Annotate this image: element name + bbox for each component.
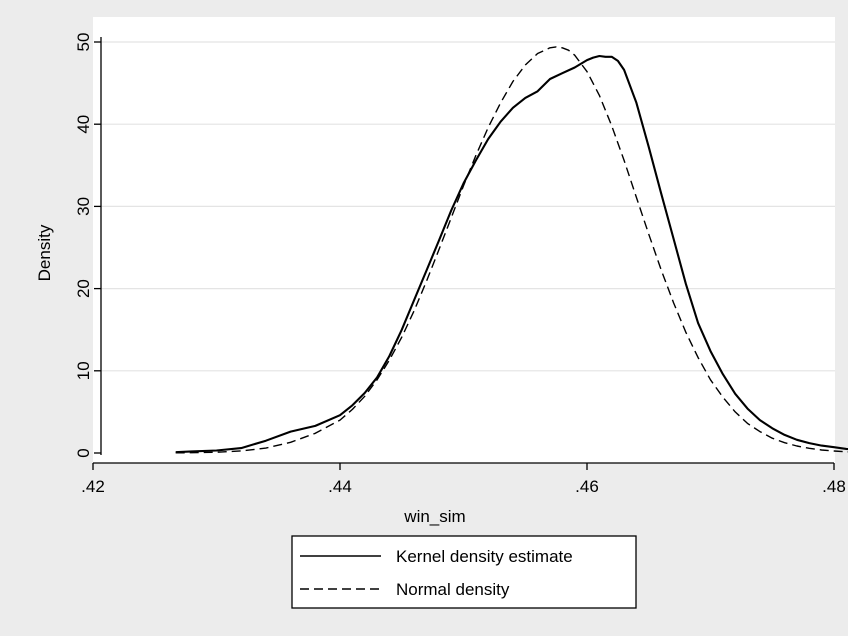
y-tick-label: 30 bbox=[74, 197, 93, 216]
x-tick-label: .44 bbox=[328, 477, 352, 496]
y-tick-label: 0 bbox=[74, 448, 93, 457]
legend-box bbox=[291, 535, 637, 609]
gridlines bbox=[101, 41, 835, 372]
legend-label-kde: Kernel density estimate bbox=[396, 547, 573, 566]
plot-area bbox=[93, 17, 835, 463]
y-tick-label: 10 bbox=[74, 361, 93, 380]
series-line-normal-density bbox=[175, 46, 848, 454]
series-line-kernel-density bbox=[175, 54, 848, 454]
series-layer bbox=[175, 46, 848, 454]
x-tick-label: .46 bbox=[575, 477, 599, 496]
x-tick-label: .48 bbox=[822, 477, 846, 496]
y-tick-label: 40 bbox=[74, 115, 93, 134]
x-tick-label: .42 bbox=[81, 477, 105, 496]
legend-label-normal: Normal density bbox=[396, 580, 510, 599]
legend: Kernel density estimate Normal density bbox=[291, 535, 637, 609]
y-axis-title: Density bbox=[35, 224, 54, 281]
x-axis-title: win_sim bbox=[403, 507, 465, 526]
y-tick-label: 50 bbox=[74, 33, 93, 52]
axes: 0 10 20 30 40 50 .42 .44 .46 .48 bbox=[74, 33, 846, 496]
y-tick-label: 20 bbox=[74, 279, 93, 298]
